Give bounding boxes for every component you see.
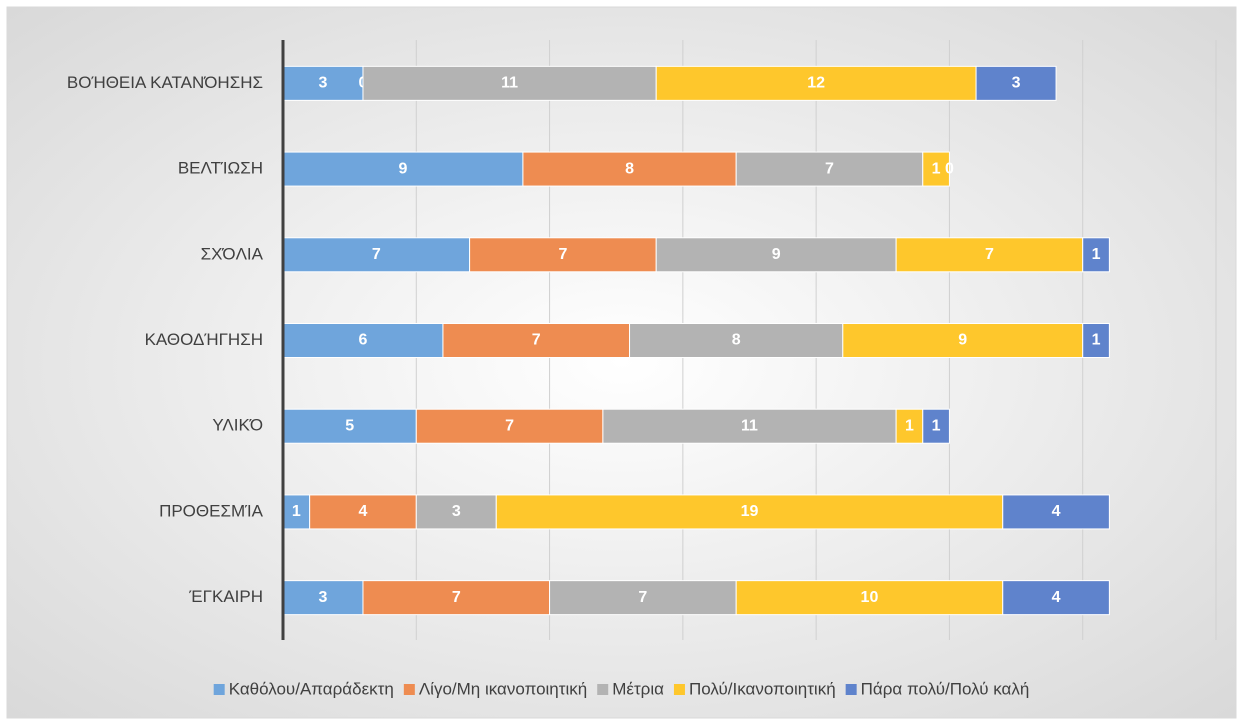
data-label: 9 [399, 160, 408, 177]
data-label: 4 [359, 503, 368, 520]
bar-segment [1082, 323, 1110, 358]
data-label: 7 [532, 332, 541, 349]
bar-segment [282, 494, 311, 530]
bar-segment [362, 65, 657, 101]
bar-segment [895, 408, 924, 444]
bar-segment [895, 237, 1084, 273]
data-label: 4 [1052, 589, 1061, 606]
legend-label: Πάρα πολύ/Πολύ καλή [861, 679, 1030, 698]
data-label: 11 [741, 417, 758, 434]
legend-label: Πολύ/Ικανοποιητική [689, 679, 836, 698]
data-label: 1 [1092, 246, 1101, 263]
data-label: 0 [945, 160, 954, 177]
bar-segment [922, 408, 950, 444]
data-label: 6 [359, 332, 368, 349]
y-tick-label: ΣΧΌΛΙΑ [201, 244, 264, 263]
data-label: 8 [625, 160, 634, 177]
data-label: 5 [345, 417, 354, 434]
bar-segment [282, 323, 444, 358]
data-label: 7 [985, 246, 994, 263]
data-label: 9 [958, 332, 967, 349]
bar-segment [922, 151, 950, 187]
data-label: 3 [1012, 75, 1021, 92]
bar-segment [1082, 237, 1110, 273]
bar-segment [1002, 494, 1110, 530]
bar-segment [842, 323, 1084, 358]
legend-swatch [403, 684, 415, 695]
bar-segment [522, 151, 737, 187]
bar-segment [282, 65, 364, 101]
bar-segment [655, 237, 897, 273]
data-label: 4 [1052, 503, 1061, 520]
bar-segment [282, 408, 417, 444]
legend-swatch [845, 684, 857, 695]
legend-label: Καθόλου/Απαράδεκτη [229, 679, 394, 698]
y-tick-label: ΒΟΉΘΕΙΑ ΚΑΤΑΝΌΗΣΗΣ [67, 73, 263, 92]
data-label: 1 [932, 417, 941, 434]
data-label: 7 [558, 246, 567, 263]
bar-segment [602, 408, 897, 444]
bar-segment [415, 408, 604, 444]
bar-segment [1002, 580, 1110, 616]
y-tick-label: ΥΛΙΚΌ [212, 416, 263, 435]
bar-segment [549, 580, 737, 616]
data-label: 1 [905, 417, 914, 434]
data-label: 3 [452, 503, 461, 520]
data-label: 12 [807, 75, 825, 92]
data-label: 7 [372, 246, 381, 263]
data-label: 11 [501, 75, 518, 92]
data-label: 7 [452, 589, 461, 606]
legend-swatch [213, 684, 225, 695]
bar-segment [442, 323, 631, 358]
bar-segment [469, 237, 657, 273]
data-label: 3 [319, 589, 328, 606]
legend-label: Μέτρια [612, 679, 664, 698]
data-label: 3 [319, 75, 328, 92]
legend-swatch [673, 684, 685, 695]
data-label: 9 [772, 246, 781, 263]
y-tick-label: ΠΡΟΘΕΣΜΊΑ [159, 501, 264, 520]
bar-segment [495, 494, 1004, 530]
y-tick-label: ΈΓΚΑΙΡΗ [188, 587, 263, 606]
bar-segment [655, 65, 977, 101]
y-tick-label: ΒΕΛΤΊΩΣΗ [178, 159, 263, 178]
bar-segment [975, 65, 1057, 101]
data-label: 19 [741, 503, 759, 520]
data-label: 7 [638, 589, 647, 606]
bar-segment [735, 151, 924, 187]
data-label: 8 [732, 332, 741, 349]
bar-segment [629, 323, 844, 358]
legend-label: Λίγο/Μη ικανοποιητική [419, 679, 587, 698]
data-label: 7 [505, 417, 514, 434]
data-label: 1 [932, 160, 941, 177]
bar-segment [282, 237, 471, 273]
y-tick-label: ΚΑΘΟΔΉΓΗΣΗ [145, 330, 263, 349]
bar-segment [282, 580, 364, 616]
legend-swatch [597, 684, 609, 695]
data-label: 10 [861, 589, 879, 606]
data-label: 7 [825, 160, 834, 177]
data-label: 1 [292, 503, 301, 520]
data-label: 1 [1092, 332, 1101, 349]
